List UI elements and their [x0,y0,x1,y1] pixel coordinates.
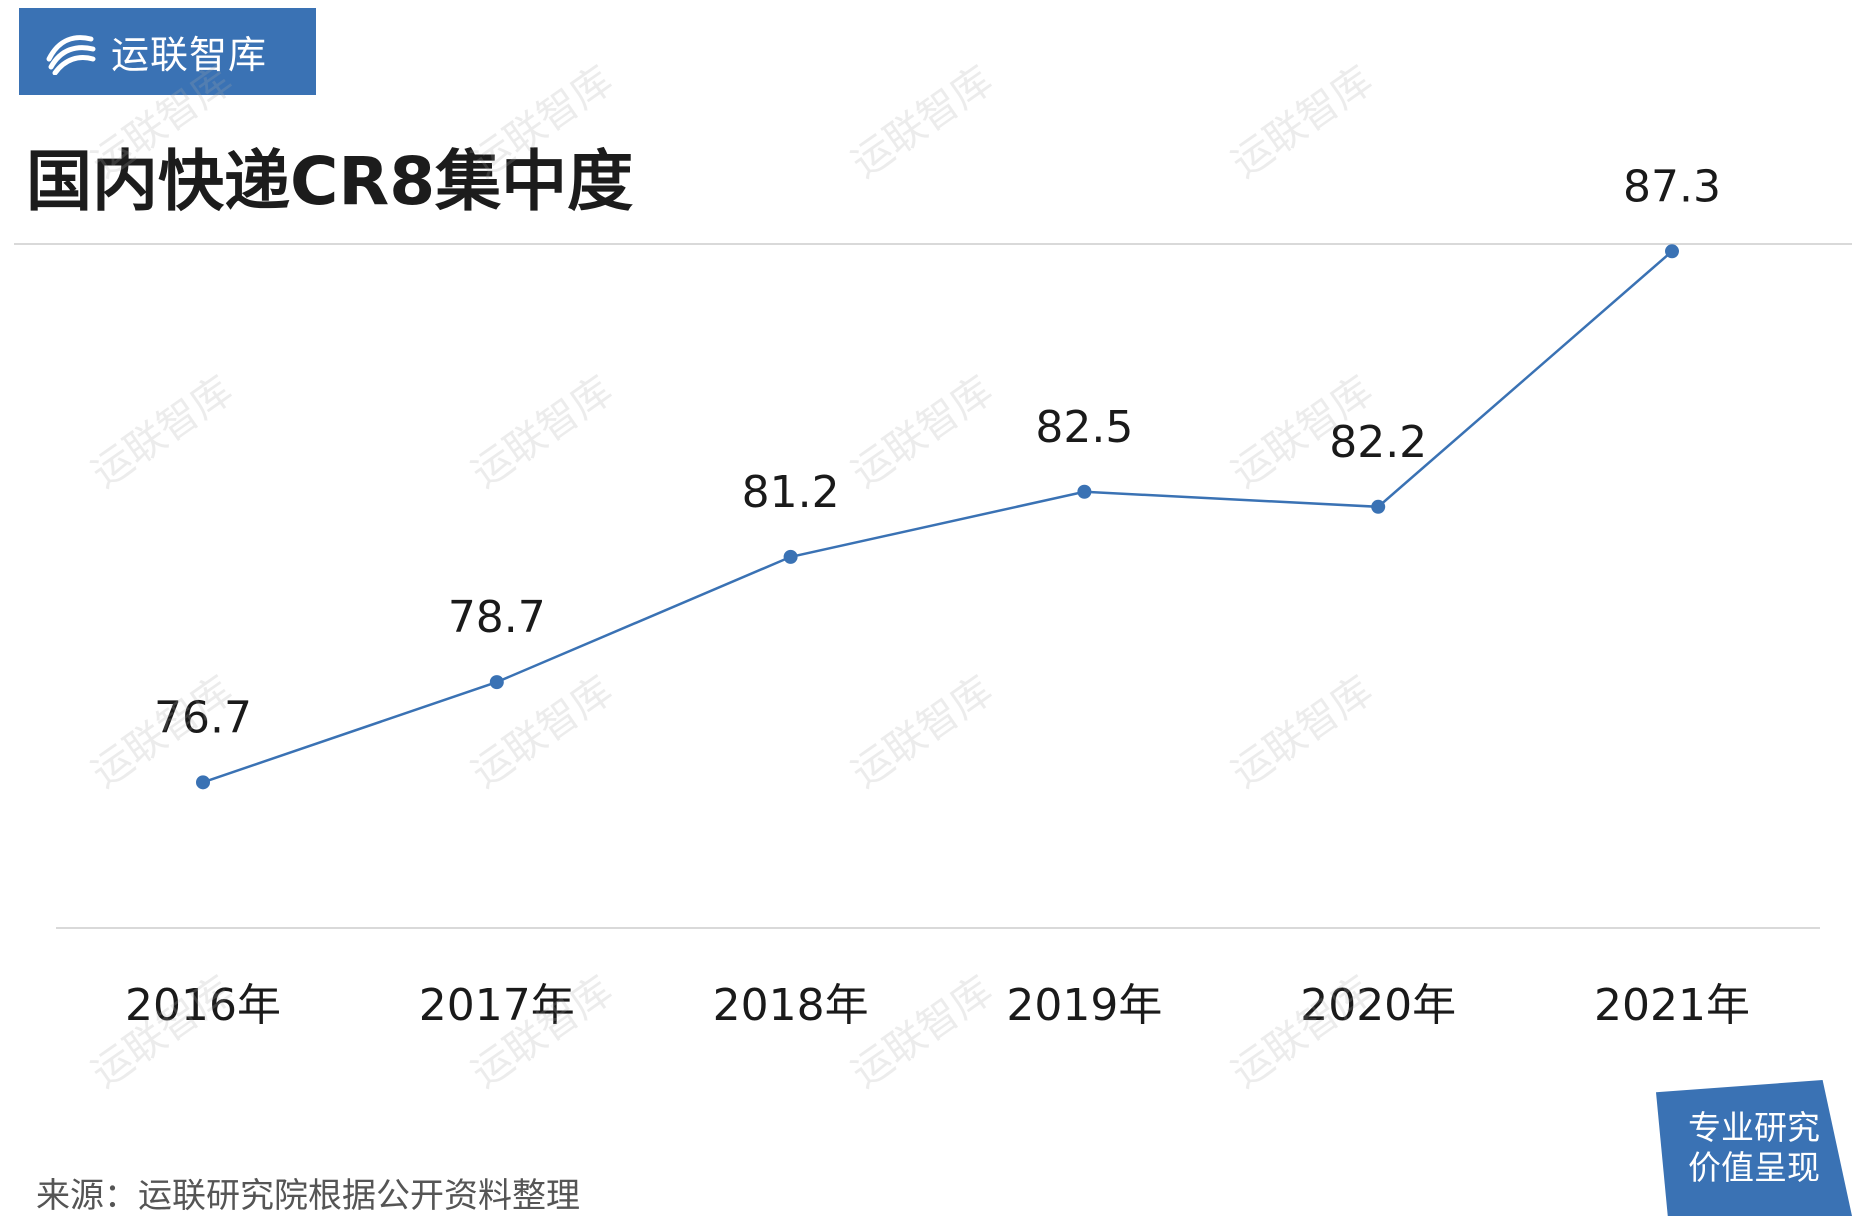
data-label: 82.5 [1035,402,1133,453]
data-point [783,549,798,564]
brand-logo: 运联智库 [19,8,316,95]
data-label: 82.2 [1329,417,1427,468]
brand-swirl-icon [46,34,96,75]
x-tick-label: 2018年 [713,980,869,1031]
data-point [196,775,210,790]
x-tick-label: 2017年 [419,980,575,1031]
x-tick-label: 2020年 [1300,980,1456,1031]
brand-name: 运联智库 [111,33,268,77]
data-point [1371,499,1386,514]
page-title: 国内快递CR8集中度 [26,143,634,220]
data-label: 76.7 [154,692,252,743]
corner-tag-line2: 价值呈现 [1688,1148,1820,1187]
data-point [1665,244,1679,259]
data-point [489,675,504,690]
series-line [202,250,1673,784]
title-divider [14,243,1852,245]
x-tick-label: 2016年 [125,980,281,1031]
data-label: 78.7 [448,592,546,643]
data-labels: 76.7 78.7 81.2 82.5 82.2 87.3 [154,161,1721,743]
corner-tag: 专业研究 价值呈现 [1656,1080,1852,1216]
data-label: 87.3 [1623,161,1721,212]
x-tick-label: 2019年 [1006,980,1162,1031]
source-note: 来源：运联研究院根据公开资料整理 [36,1176,580,1216]
data-point [1077,484,1092,499]
x-tick-labels: 2016年 2017年 2018年 2019年 2020年 2021年 [125,980,1750,1031]
data-label: 81.2 [742,467,840,518]
data-points [196,244,1679,790]
x-tick-label: 2021年 [1594,980,1750,1031]
corner-tag-line1: 专业研究 [1688,1108,1820,1147]
